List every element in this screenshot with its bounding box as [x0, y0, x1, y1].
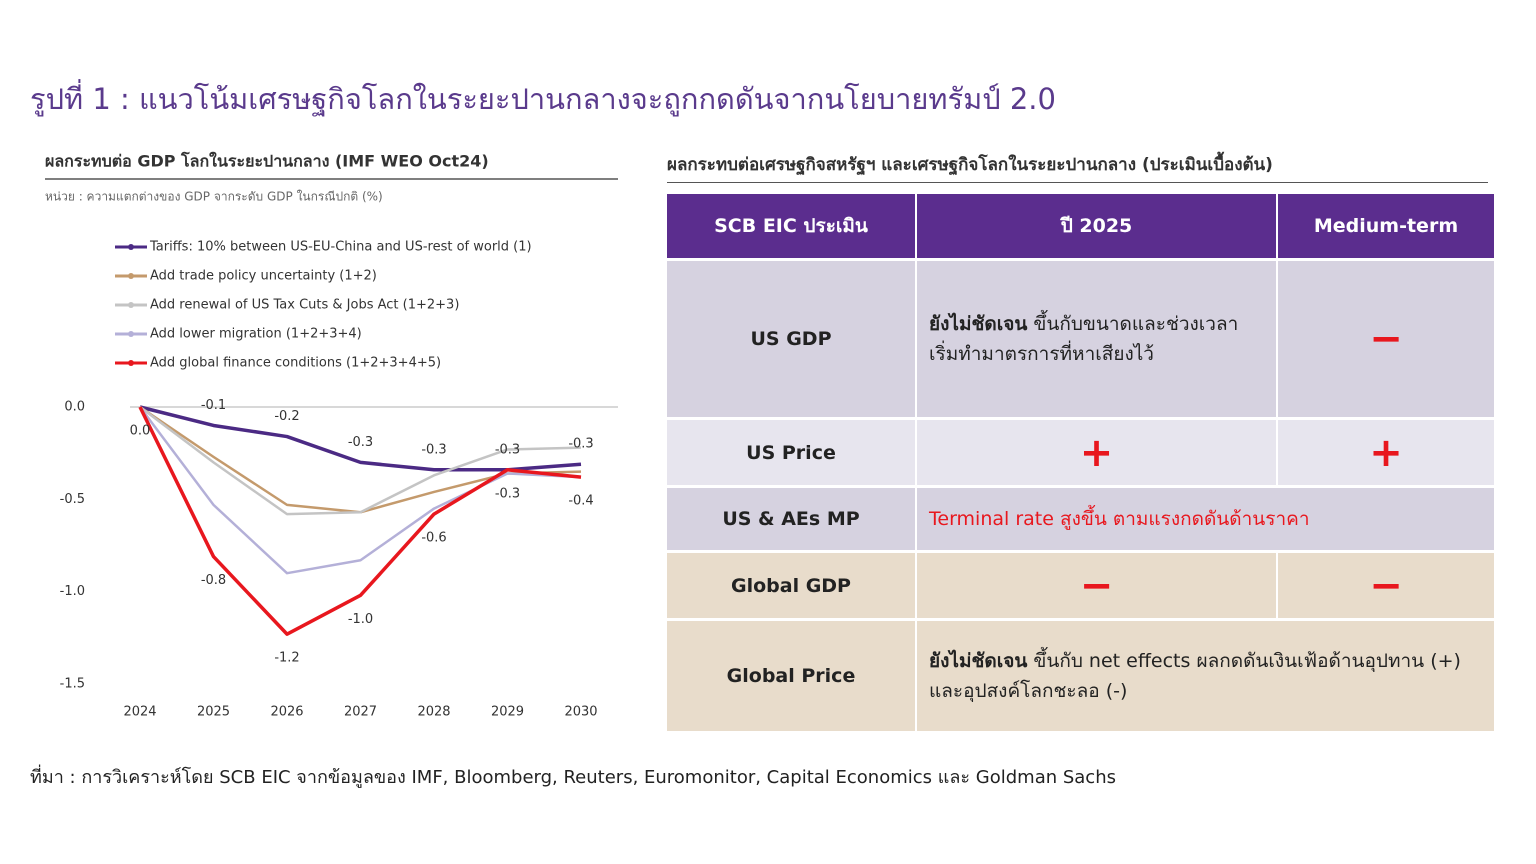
legend-label: Tariffs: 10% between US-EU-China and US-…	[149, 240, 532, 255]
impact-sign: −	[1278, 553, 1496, 618]
y-tick-label: -1.5	[60, 677, 85, 692]
page-title: รูปที่ 1 : แนวโน้มเศรษฐกิจโลกในระยะปานกล…	[30, 82, 1056, 116]
chart-subtitle: หน่วย : ความแตกต่างของ GDP จากระดับ GDP …	[45, 190, 383, 204]
legend-label: Add renewal of US Tax Cuts & Jobs Act (1…	[150, 298, 459, 313]
table-row: US GDP ยังไม่ชัดเจน ขึ้นกับขนาดและช่วงเวลา…	[667, 261, 1496, 417]
assessment-cell: Terminal rate สูงขึ้น ตามแรงกดดันด้านราค…	[917, 488, 1496, 550]
source-note: ที่มา : การวิเคราะห์โดย SCB EIC จากข้อมู…	[30, 767, 1116, 788]
data-label: -0.3	[495, 486, 520, 501]
row-label: US GDP	[667, 261, 917, 417]
legend-marker	[128, 302, 134, 308]
legend-marker	[128, 331, 134, 337]
legend-label: Add trade policy uncertainty (1+2)	[150, 269, 377, 284]
chart: ผลกระทบต่อ GDP โลกในระยะปานกลาง (IMF WEO…	[45, 151, 618, 720]
data-label: -0.1	[201, 398, 226, 413]
row-label: US & AEs MP	[667, 488, 917, 550]
legend-label: Add lower migration (1+2+3+4)	[150, 327, 362, 342]
series-line	[139, 406, 582, 516]
x-tick-label: 2030	[564, 705, 597, 720]
x-tick-label: 2024	[123, 705, 156, 720]
table-row: US Price + +	[667, 420, 1496, 485]
series-line	[139, 406, 582, 575]
data-label: -0.3	[421, 442, 446, 457]
legend-marker	[128, 360, 134, 366]
data-label: 0.0	[130, 424, 151, 439]
header-cell: SCB EIC ประเมิน	[667, 194, 917, 258]
row-label: Global Price	[667, 621, 917, 731]
cell-text: ขึ้นกับขนาดและช่วงเวลาเริ่มทำมาตรการที่ห…	[929, 313, 1239, 365]
data-label: -0.8	[201, 573, 226, 588]
cell-emphasis: ยังไม่ชัดเจน	[929, 313, 1028, 335]
chart-title: ผลกระทบต่อ GDP โลกในระยะปานกลาง (IMF WEO…	[45, 151, 489, 171]
impact-sign: −	[1278, 261, 1496, 417]
legend-marker	[128, 273, 134, 279]
table-row: US & AEs MP Terminal rate สูงขึ้น ตามแรงก…	[667, 488, 1496, 550]
table-row: Global Price ยังไม่ชัดเจน ขึ้นกับ net effe…	[667, 621, 1496, 731]
x-tick-label: 2028	[417, 705, 450, 720]
legend-marker	[128, 244, 134, 250]
x-tick-label: 2027	[344, 705, 377, 720]
data-label: -0.4	[568, 494, 593, 509]
data-label: -1.0	[348, 612, 373, 627]
assessment-cell: ยังไม่ชัดเจน ขึ้นกับ net effects ผลกดดันเ…	[917, 621, 1496, 731]
header-cell: ปี 2025	[917, 194, 1278, 258]
y-tick-label: 0.0	[64, 400, 85, 415]
x-tick-label: 2026	[270, 705, 303, 720]
cell-emphasis: ยังไม่ชัดเจน	[929, 650, 1028, 672]
data-label: -0.6	[421, 531, 446, 546]
assessment-cell: ยังไม่ชัดเจน ขึ้นกับขนาดและช่วงเวลาเริ่มท…	[917, 261, 1278, 417]
series-line	[138, 406, 582, 636]
x-tick-label: 2025	[197, 705, 230, 720]
row-label: Global GDP	[667, 553, 917, 618]
table-row: Global GDP − −	[667, 553, 1496, 618]
row-label: US Price	[667, 420, 917, 485]
cell-text: ขึ้นกับ net effects ผลกดดันเงินเฟ้อด้านอ…	[929, 650, 1461, 702]
y-tick-label: -0.5	[60, 492, 85, 507]
data-label: -0.3	[495, 442, 520, 457]
table-title: ผลกระทบต่อเศรษฐกิจสหรัฐฯ และเศรษฐกิจโลกใ…	[667, 151, 1488, 183]
impact-sign: +	[1278, 420, 1496, 485]
x-tick-label: 2029	[491, 705, 524, 720]
assessment-table: SCB EIC ประเมิน ปี 2025 Medium-term US GDP ย…	[667, 191, 1496, 734]
data-label: -0.2	[274, 409, 299, 424]
header-cell: Medium-term	[1278, 194, 1496, 258]
impact-sign: +	[917, 420, 1278, 485]
data-label: -0.3	[568, 437, 593, 452]
impact-sign: −	[917, 553, 1278, 618]
data-label: -1.2	[274, 651, 299, 666]
cell-text: Terminal rate สูงขึ้น ตามแรงกดดันด้านราค…	[929, 508, 1310, 530]
legend-label: Add global finance conditions (1+2+3+4+5…	[150, 356, 441, 371]
data-label: -0.3	[348, 435, 373, 450]
y-tick-label: -1.0	[60, 584, 85, 599]
